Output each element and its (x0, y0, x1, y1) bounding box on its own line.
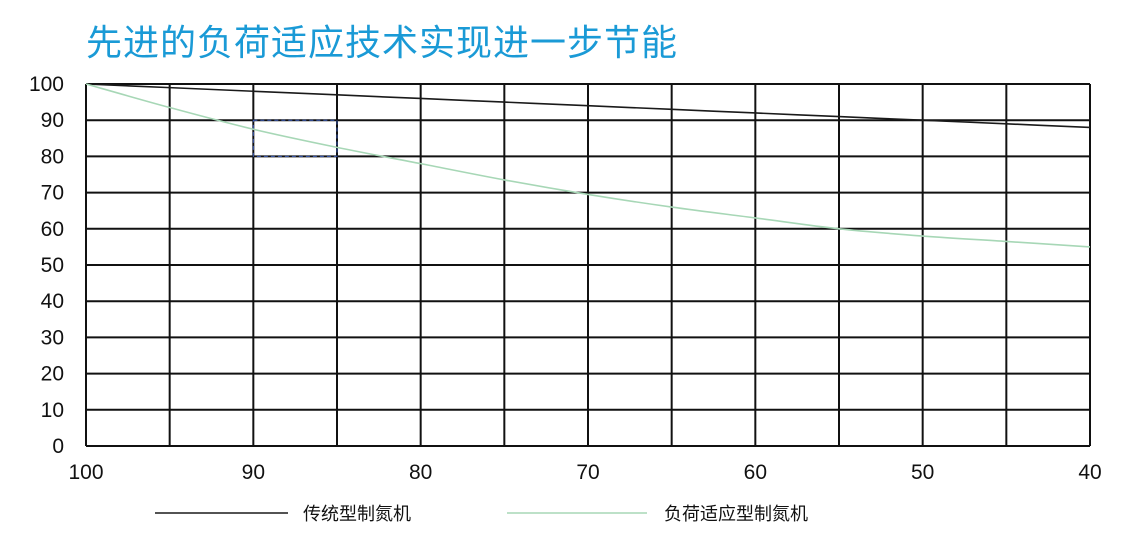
y-tick-label: 80 (41, 145, 64, 168)
grid-lines (86, 84, 1090, 446)
legend-label-2: 负荷适应型制氮机 (664, 504, 808, 525)
y-tick-label: 90 (41, 109, 64, 132)
x-tick-label: 80 (409, 461, 432, 484)
x-tick-label: 90 (242, 461, 265, 484)
x-tick-label: 100 (68, 461, 103, 484)
y-tick-label: 40 (41, 290, 64, 313)
y-tick-label: 10 (41, 399, 64, 422)
x-axis-labels: 100 90 80 70 60 50 40 (68, 461, 1101, 484)
y-tick-label: 20 (41, 363, 64, 386)
y-tick-label: 60 (41, 218, 64, 241)
x-tick-label: 50 (911, 461, 934, 484)
x-tick-label: 40 (1078, 461, 1101, 484)
y-tick-label: 70 (41, 182, 64, 205)
y-axis-labels: 0 10 20 30 40 50 60 70 80 90 100 (29, 73, 64, 458)
legend: 传统型制氮机 负荷适应型制氮机 (155, 504, 808, 525)
x-tick-label: 70 (576, 461, 599, 484)
y-tick-label: 50 (41, 254, 64, 277)
y-tick-label: 100 (29, 73, 64, 96)
legend-label-1: 传统型制氮机 (303, 504, 411, 525)
y-tick-label: 30 (41, 326, 64, 349)
y-tick-label: 0 (52, 435, 64, 458)
x-tick-label: 60 (744, 461, 767, 484)
